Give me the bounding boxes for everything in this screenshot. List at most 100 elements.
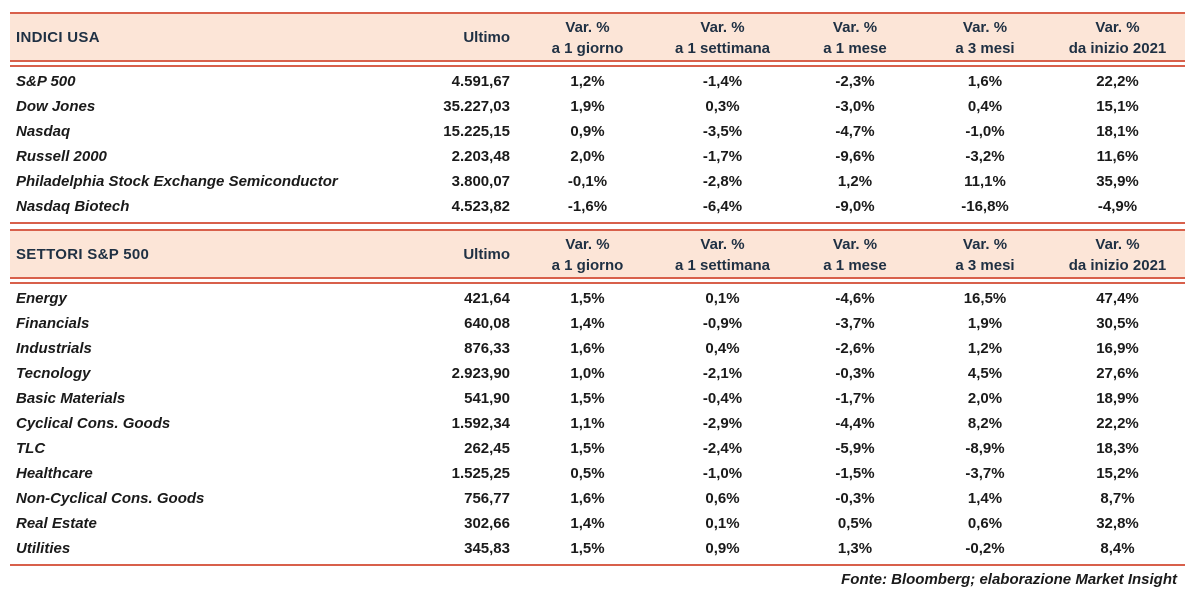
column-header-var-3: Var. % a 3 mesi xyxy=(920,14,1050,60)
row-label: Non-Cyclical Cons. Goods xyxy=(16,490,205,507)
var-period-label: a 3 mesi xyxy=(955,256,1015,274)
var-value: 1,3% xyxy=(837,540,873,557)
var-period-label: da inizio 2021 xyxy=(1068,39,1167,57)
var-value: -0,2% xyxy=(965,540,1005,557)
var-value: -0,4% xyxy=(702,390,743,407)
var-value: -2,3% xyxy=(835,73,875,90)
var-value: 1,5% xyxy=(570,440,605,457)
var-period-label: a 1 giorno xyxy=(551,256,624,274)
row-label: Healthcare xyxy=(16,465,93,482)
var-value: 1,1% xyxy=(570,415,605,432)
indices-usa-table: INDICI USA Ultimo Var. % a 1 giorno Var. % a … xyxy=(10,12,1185,224)
var-value: -2,1% xyxy=(702,365,743,382)
table-body: Energy 421,64 1,5% 0,1% -4,6% 16,5% 47,4% Finan… xyxy=(10,282,1185,566)
var-value: -4,9% xyxy=(1097,198,1138,215)
row-label: S&P 500 xyxy=(16,73,76,90)
var-value: 1,2% xyxy=(570,73,605,90)
column-header-ultimo: Ultimo xyxy=(463,245,510,263)
table-row: Financials 640,08 1,4% -0,9% -3,7% 1,9% 30,5% xyxy=(10,311,1185,336)
column-header-var-0: Var. % a 1 giorno xyxy=(520,14,655,60)
var-label: Var. % xyxy=(700,235,745,253)
var-value: 4,5% xyxy=(967,365,1003,382)
var-value: 47,4% xyxy=(1096,290,1139,307)
var-value: -3,0% xyxy=(835,98,875,115)
ultimo-value: 541,90 xyxy=(464,390,510,407)
row-label: Financials xyxy=(16,315,90,332)
var-value: -2,9% xyxy=(702,415,743,432)
column-header-ultimo: Ultimo xyxy=(463,28,510,46)
var-value: 8,4% xyxy=(1100,540,1135,557)
var-value: -0,9% xyxy=(702,315,743,332)
source-note: Fonte: Bloomberg; elaborazione Market In… xyxy=(841,571,1177,588)
table-row: Industrials 876,33 1,6% 0,4% -2,6% 1,2% 16,9% xyxy=(10,336,1185,361)
var-value: 15,1% xyxy=(1096,98,1139,115)
var-value: -16,8% xyxy=(961,198,1009,215)
var-value: -0,1% xyxy=(567,173,608,190)
var-value: 1,4% xyxy=(967,490,1003,507)
var-value: -5,9% xyxy=(835,440,875,457)
var-value: 1,2% xyxy=(967,340,1003,357)
var-label: Var. % xyxy=(962,235,1008,253)
table-row: Tecnology 2.923,90 1,0% -2,1% -0,3% 4,5% 27,6% xyxy=(10,361,1185,386)
row-label: Real Estate xyxy=(16,515,97,532)
var-value: -3,7% xyxy=(965,465,1005,482)
ultimo-value: 756,77 xyxy=(464,490,510,507)
var-period-label: da inizio 2021 xyxy=(1068,256,1167,274)
var-value: 27,6% xyxy=(1096,365,1139,382)
var-value: 30,5% xyxy=(1096,315,1139,332)
table-header-band: SETTORI S&P 500 Ultimo Var. % a 1 giorno Var… xyxy=(10,229,1185,279)
var-value: 11,1% xyxy=(964,173,1006,190)
var-value: 18,9% xyxy=(1096,390,1139,407)
var-value: -0,3% xyxy=(835,365,875,382)
var-value: 22,2% xyxy=(1096,73,1139,90)
var-value: -1,0% xyxy=(702,465,743,482)
var-value: -1,7% xyxy=(702,148,743,165)
var-value: 1,9% xyxy=(967,315,1003,332)
var-value: -2,4% xyxy=(702,440,743,457)
var-value: -3,2% xyxy=(965,148,1005,165)
ultimo-value: 1.525,25 xyxy=(451,465,510,482)
var-label: Var. % xyxy=(832,18,878,36)
var-value: 0,1% xyxy=(705,290,740,307)
var-value: 16,5% xyxy=(963,290,1007,307)
var-label: Var. % xyxy=(962,18,1008,36)
var-value: 0,5% xyxy=(837,515,873,532)
var-value: -9,0% xyxy=(835,198,875,215)
var-value: 1,9% xyxy=(570,98,605,115)
table-row: TLC 262,45 1,5% -2,4% -5,9% -8,9% 18,3% xyxy=(10,436,1185,461)
var-value: 1,4% xyxy=(570,515,605,532)
var-value: -1,6% xyxy=(567,198,608,215)
table-row: Nasdaq Biotech 4.523,82 -1,6% -6,4% -9,0% -16… xyxy=(10,194,1185,219)
ultimo-value: 640,08 xyxy=(464,315,510,332)
var-value: 32,8% xyxy=(1096,515,1139,532)
table-row: Real Estate 302,66 1,4% 0,1% 0,5% 0,6% 32,8% xyxy=(10,511,1185,536)
row-label: TLC xyxy=(16,440,46,457)
column-header-var-4: Var. % da inizio 2021 xyxy=(1050,231,1185,277)
var-value: 1,5% xyxy=(570,540,605,557)
table-row: Energy 421,64 1,5% 0,1% -4,6% 16,5% 47,4% xyxy=(10,286,1185,311)
var-value: 1,5% xyxy=(570,290,605,307)
var-period-label: a 1 mese xyxy=(823,39,887,57)
column-header-var-3: Var. % a 3 mesi xyxy=(920,231,1050,277)
var-value: 0,9% xyxy=(705,540,740,557)
var-value: 16,9% xyxy=(1096,340,1139,357)
row-label: Basic Materials xyxy=(16,390,126,407)
ultimo-value: 262,45 xyxy=(464,440,510,457)
var-value: -2,6% xyxy=(835,340,875,357)
var-value: 0,6% xyxy=(967,515,1003,532)
var-value: 22,2% xyxy=(1096,415,1139,432)
ultimo-value: 302,66 xyxy=(464,515,510,532)
var-period-label: a 1 settimana xyxy=(674,39,771,57)
table-body: S&P 500 4.591,67 1,2% -1,4% -2,3% 1,6% 22,2% Do… xyxy=(10,65,1185,224)
table-row: Healthcare 1.525,25 0,5% -1,0% -1,5% -3,7% 15,… xyxy=(10,461,1185,486)
column-header-var-0: Var. % a 1 giorno xyxy=(520,231,655,277)
var-value: -1,5% xyxy=(835,465,875,482)
var-value: 18,1% xyxy=(1096,123,1139,140)
table-row: Nasdaq 15.225,15 0,9% -3,5% -4,7% -1,0% 18,1% xyxy=(10,119,1185,144)
column-header-var-4: Var. % da inizio 2021 xyxy=(1050,14,1185,60)
var-value: 0,6% xyxy=(705,490,740,507)
var-value: 1,0% xyxy=(570,365,605,382)
ultimo-value: 1.592,34 xyxy=(451,415,510,432)
table-row: Utilities 345,83 1,5% 0,9% 1,3% -0,2% 8,4% xyxy=(10,536,1185,561)
var-value: 8,7% xyxy=(1100,490,1135,507)
